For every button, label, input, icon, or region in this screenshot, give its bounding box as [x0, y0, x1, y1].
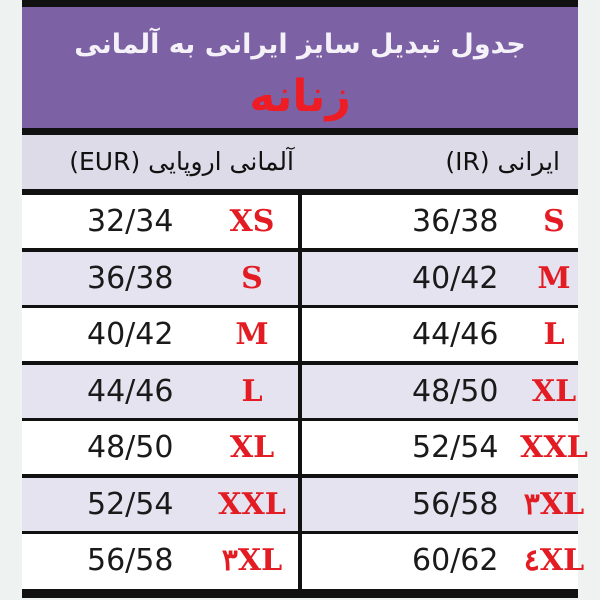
table-row: 40/42 M 44/46 L	[22, 308, 578, 361]
table-row: 48/50 XL 52/54 XXL	[22, 421, 588, 474]
bottom-border	[22, 589, 578, 598]
ir-value: 48/50	[412, 373, 499, 409]
eur-value: 56/58	[87, 543, 174, 578]
column-divider	[298, 134, 302, 592]
ir-value: 52/54	[412, 430, 499, 465]
eur-size: ٣XL	[221, 543, 283, 578]
eur-value: 32/34	[87, 204, 174, 239]
eur-value: 40/42	[87, 317, 174, 352]
top-border	[22, 0, 578, 7]
ir-size: XXL	[520, 430, 588, 465]
eur-size: L	[241, 373, 263, 409]
ir-size: XL	[531, 373, 577, 409]
eur-size: XXL	[218, 486, 286, 522]
chart-subtitle: زنانه	[249, 71, 351, 122]
eur-size: XL	[229, 430, 275, 465]
eur-value: 52/54	[87, 486, 174, 522]
eur-size: M	[235, 317, 269, 352]
header-row	[22, 135, 578, 189]
chart-title: جدول تبدیل سایز ایرانی به آلمانی	[74, 29, 526, 60]
size-chart-table: جدول تبدیل سایز ایرانی به آلمانی زنانه 3…	[22, 0, 588, 598]
ir-size: L	[543, 317, 565, 352]
ir-size: M	[537, 260, 571, 296]
table-row: 56/58 ٣XL 60/62 ٤XL	[22, 534, 584, 587]
ir-size: ٣XL	[523, 486, 585, 522]
table-row: 32/34 XS 36/38 S	[22, 195, 578, 248]
eur-value: 36/38	[87, 260, 174, 296]
title-banner: جدول تبدیل سایز ایرانی به آلمانی زنانه	[22, 7, 578, 128]
eur-value: 44/46	[87, 373, 174, 409]
header-iranian: ایرانی (IR)	[445, 147, 560, 176]
header-german: آلمانی اروپایی (EUR)	[69, 147, 294, 176]
ir-value: 56/58	[412, 486, 499, 522]
eur-size: XS	[229, 204, 275, 239]
divider	[22, 128, 578, 135]
eur-size: S	[241, 260, 263, 296]
ir-size: ٤XL	[523, 543, 585, 578]
ir-size: S	[543, 204, 565, 239]
eur-value: 48/50	[87, 430, 174, 465]
ir-value: 44/46	[412, 317, 499, 352]
ir-value: 40/42	[412, 260, 499, 296]
ir-value: 36/38	[412, 204, 499, 239]
ir-value: 60/62	[412, 543, 499, 578]
